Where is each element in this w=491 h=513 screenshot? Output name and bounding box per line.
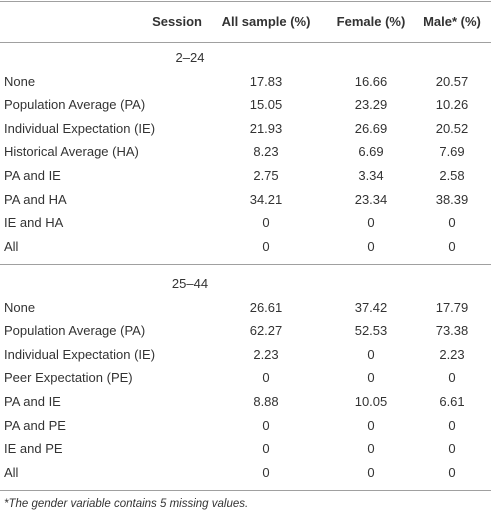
cell-value: 26.69 — [354, 120, 388, 136]
cell-value: 0 — [367, 215, 375, 231]
cell-value: 26.61 — [249, 299, 283, 315]
cell-value: 0 — [448, 464, 456, 480]
cell-value: 2.23 — [439, 346, 465, 362]
cell-value: 0 — [262, 238, 270, 254]
cell-value: 10.26 — [435, 97, 469, 113]
cell-value: 0 — [262, 441, 270, 457]
cell-value: 0 — [367, 370, 375, 386]
cell-value: 0 — [262, 215, 270, 231]
cell-value: 23.29 — [354, 97, 388, 113]
row-label: PA and IE — [4, 394, 61, 409]
row-label: None — [4, 299, 36, 315]
cell-value: 0 — [448, 417, 456, 433]
rule — [0, 264, 491, 265]
section-title: 25–44 — [171, 276, 209, 291]
row-label: IE and HA — [4, 215, 64, 231]
column-header: Male* (%) — [423, 14, 481, 29]
row-label: Individual Expectation (IE) — [4, 120, 156, 136]
cell-value: 0 — [367, 238, 375, 254]
rule — [0, 1, 491, 2]
column-header: All sample (%) — [221, 14, 311, 29]
row-label: Population Average (PA) — [4, 323, 146, 339]
rule — [0, 42, 491, 43]
cell-value: 6.61 — [439, 394, 465, 409]
cell-value: 17.83 — [249, 73, 283, 89]
cell-value: 16.66 — [354, 73, 388, 89]
row-label: PA and IE — [4, 168, 61, 183]
cell-value: 52.53 — [354, 323, 388, 339]
cell-value: 0 — [367, 417, 375, 433]
row-label: All — [4, 238, 19, 254]
cell-value: 17.79 — [435, 299, 469, 315]
cell-value: 2.23 — [253, 346, 279, 362]
cell-value: 0 — [448, 215, 456, 231]
cell-value: 23.34 — [354, 191, 388, 207]
cell-value: 15.05 — [249, 97, 283, 113]
row-label: PA and PE — [4, 417, 66, 433]
cell-value: 37.42 — [354, 299, 388, 315]
cell-value: 6.69 — [358, 144, 384, 160]
cell-value: 38.39 — [435, 191, 469, 207]
section-title: 2–24 — [175, 50, 205, 65]
cell-value: 21.93 — [249, 120, 283, 136]
cell-value: 0 — [448, 370, 456, 386]
cell-value: 2.75 — [253, 168, 279, 183]
row-label: All — [4, 464, 19, 480]
row-label: None — [4, 73, 36, 89]
column-header: Female (%) — [336, 14, 406, 29]
cell-value: 0 — [367, 464, 375, 480]
cell-value: 0 — [262, 464, 270, 480]
row-label: Individual Expectation (IE) — [4, 346, 156, 362]
row-label: Historical Average (HA) — [4, 144, 139, 160]
rule — [0, 490, 491, 491]
cell-value: 7.69 — [439, 144, 465, 160]
cell-value: 10.05 — [354, 394, 388, 409]
row-label: Population Average (PA) — [4, 97, 146, 113]
cell-value: 0 — [262, 417, 270, 433]
cell-value: 0 — [367, 441, 375, 457]
row-label: IE and PE — [4, 441, 63, 457]
cell-value: 2.58 — [439, 168, 465, 183]
cell-value: 0 — [448, 238, 456, 254]
cell-value: 3.34 — [358, 168, 384, 183]
row-label: PA and HA — [4, 191, 67, 207]
cell-value: 0 — [367, 346, 375, 362]
cell-value: 20.52 — [435, 120, 469, 136]
cell-value: 73.38 — [435, 323, 469, 339]
cell-value: 8.23 — [253, 144, 279, 160]
row-label: Peer Expectation (PE) — [4, 370, 133, 386]
cell-value: 62.27 — [249, 323, 283, 339]
cell-value: 20.57 — [435, 73, 469, 89]
cell-value: 34.21 — [249, 191, 283, 207]
cell-value: 8.88 — [253, 394, 279, 409]
column-header: Session — [152, 14, 202, 29]
cell-value: 0 — [262, 370, 270, 386]
footnote: *The gender variable contains 5 missing … — [4, 498, 249, 510]
cell-value: 0 — [448, 441, 456, 457]
